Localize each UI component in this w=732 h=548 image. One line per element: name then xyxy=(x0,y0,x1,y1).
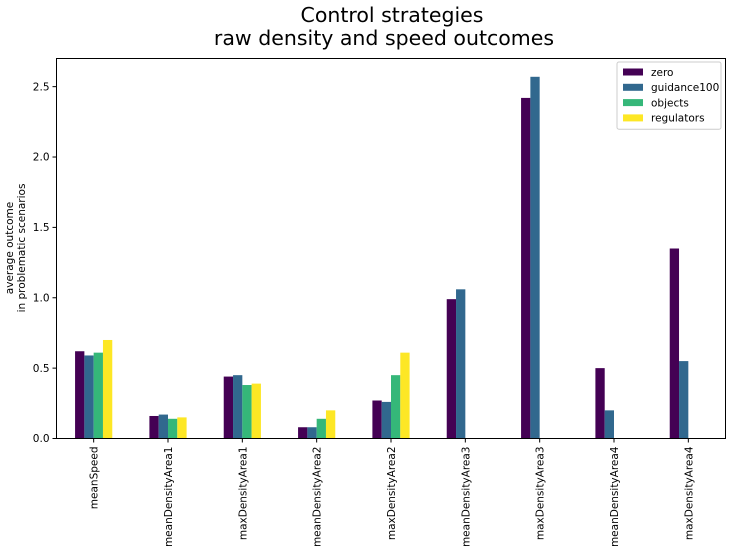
bar-regulators-maxDensityArea2 xyxy=(400,352,410,439)
bar-objects-meanDensityArea2 xyxy=(316,418,326,439)
legend-swatch-objects xyxy=(623,99,643,107)
bar-zero-maxDensityArea1 xyxy=(223,376,234,439)
plot-frame xyxy=(56,58,726,439)
x-tick-label: maxDensityArea1 xyxy=(237,447,249,541)
x-axis: meanSpeed meanDensityArea1 maxDensityArea1… xyxy=(89,438,695,548)
y-axis: 0.0 0.5 1.0 1.5 2.0 2.5 xyxy=(33,81,57,445)
bar-objects-maxDensityArea1 xyxy=(242,385,252,439)
y-tick-label: 2.0 xyxy=(33,152,50,164)
plot-area xyxy=(75,76,689,439)
y-tick-label: 0.5 xyxy=(33,363,50,375)
bar-zero-maxDensityArea3 xyxy=(521,97,531,439)
bar-zero-meanDensityArea3 xyxy=(446,299,457,439)
chart-title-line-1: Control strategies xyxy=(301,3,484,27)
y-tick-label: 1.0 xyxy=(33,292,50,304)
bar-guidance100-maxDensityArea2 xyxy=(381,401,391,439)
bar-zero-maxDensityArea2 xyxy=(372,400,382,439)
legend-swatch-regulators xyxy=(623,114,643,122)
x-tick-label: maxDensityArea2 xyxy=(386,447,398,541)
bar-guidance100-maxDensityArea3 xyxy=(530,76,540,439)
bar-guidance100-meanDensityArea2 xyxy=(307,427,317,439)
x-tick-label: meanDensityArea3 xyxy=(460,447,472,548)
bar-guidance100-meanDensityArea3 xyxy=(456,289,466,439)
legend-label-guidance100: guidance100 xyxy=(651,82,719,94)
bar-objects-meanDensityArea1 xyxy=(168,418,178,439)
bar-zero-maxDensityArea4 xyxy=(669,248,680,439)
x-tick-label: meanDensityArea1 xyxy=(163,447,175,548)
x-tick-label: meanDensityArea4 xyxy=(609,446,621,547)
bar-zero-meanDensityArea2 xyxy=(298,427,308,439)
bar-guidance100-maxDensityArea1 xyxy=(233,375,243,439)
bar-regulators-meanDensityArea2 xyxy=(325,410,336,439)
bar-objects-maxDensityArea2 xyxy=(391,375,401,439)
bar-regulators-maxDensityArea1 xyxy=(251,383,261,439)
legend-label-zero: zero xyxy=(651,67,673,79)
legend-swatch-zero xyxy=(623,68,643,76)
y-tick-label: 1.5 xyxy=(33,222,50,234)
y-axis-label-line-1: average outcome xyxy=(4,202,16,294)
bar-objects-meanSpeed xyxy=(93,352,103,439)
bar-guidance100-maxDensityArea4 xyxy=(679,361,689,439)
bar-zero-meanDensityArea1 xyxy=(149,415,159,439)
legend-swatch-guidance100 xyxy=(623,83,643,91)
bar-guidance100-meanDensityArea1 xyxy=(158,414,168,439)
x-tick-label: maxDensityArea3 xyxy=(535,447,547,541)
legend-label-regulators: regulators xyxy=(651,113,705,125)
bar-regulators-meanSpeed xyxy=(102,339,113,439)
chart-title-line-2: raw density and speed outcomes xyxy=(214,26,554,50)
legend-label-objects: objects xyxy=(651,97,689,109)
x-tick-label: meanDensityArea2 xyxy=(312,447,324,548)
x-tick-label: maxDensityArea4 xyxy=(683,446,695,540)
bar-regulators-meanDensityArea1 xyxy=(177,417,187,439)
bar-zero-meanDensityArea4 xyxy=(595,368,605,439)
legend-frame xyxy=(616,61,722,130)
y-tick-label: 2.5 xyxy=(33,81,50,93)
y-axis-label-line-2: in problematic scenarios xyxy=(16,184,28,313)
y-tick-label: 0.0 xyxy=(33,433,50,445)
x-tick-label: meanSpeed xyxy=(89,447,101,510)
legend: zero guidance100 objects regulators xyxy=(616,61,722,130)
bar-guidance100-meanSpeed xyxy=(84,355,94,439)
y-axis-label: average outcome in problematic scenarios xyxy=(4,184,28,313)
bar-zero-meanSpeed xyxy=(75,351,85,439)
bar-guidance100-meanDensityArea4 xyxy=(604,410,614,439)
